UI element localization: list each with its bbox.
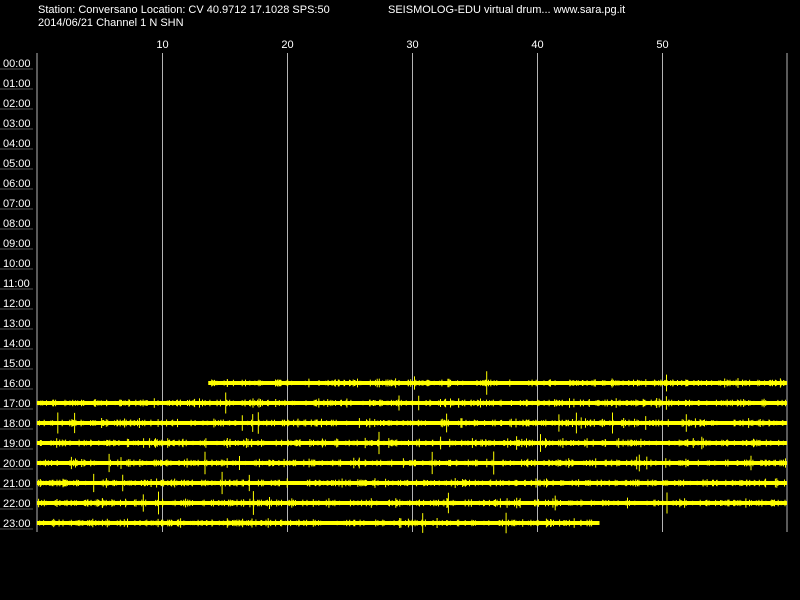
hour-label-0800: 08:00 [3,218,31,230]
trace-noise [38,431,784,455]
trace-band [37,501,787,505]
trace-noise [39,451,786,475]
minute-label-20: 20 [281,39,293,51]
hour-label-0100: 01:00 [3,78,31,90]
hour-label-1900: 19:00 [3,438,31,450]
hour-label-2000: 20:00 [3,458,31,470]
minute-label-40: 40 [531,39,543,51]
trace-noise [38,392,786,414]
hour-label-0600: 06:00 [3,178,31,190]
hour-axis-labels: 00:00 01:00 02:00 03:00 04:00 05:00 06:00 07:00… [0,58,33,530]
trace-noise [211,371,786,395]
minute-axis-labels: 10 20 30 40 50 [156,39,668,51]
trace-1600 [208,371,787,395]
trace-1800 [37,412,787,434]
seismic-traces [37,371,787,534]
trace-noise [38,491,786,515]
trace-2300 [37,512,600,534]
hour-label-1400: 14:00 [3,338,31,350]
date-channel-info: 2014/06/21 Channel 1 N SHN [38,17,184,29]
hour-label-1600: 16:00 [3,378,31,390]
trace-2000 [37,451,787,475]
hour-label-1200: 12:00 [3,298,31,310]
hour-label-2200: 22:00 [3,498,31,510]
trace-noise [38,471,785,495]
trace-band [37,441,787,445]
hour-label-0900: 09:00 [3,238,31,250]
trace-2100 [37,471,787,495]
hour-label-0000: 00:00 [3,58,31,70]
hour-label-1300: 13:00 [3,318,31,330]
hour-label-1500: 15:00 [3,358,31,370]
hour-label-1100: 11:00 [3,278,30,290]
hour-label-0500: 05:00 [3,158,31,170]
hour-label-0400: 04:00 [3,138,31,150]
station-info: Station: Conversano Location: CV 40.9712… [38,4,330,16]
trace-band [37,421,787,425]
trace-1900 [37,431,787,455]
hour-label-1800: 18:00 [3,418,31,430]
trace-noise [39,512,593,534]
hour-label-1700: 17:00 [3,398,31,410]
trace-noise [38,412,785,434]
trace-band [208,381,787,385]
hour-label-0700: 07:00 [3,198,31,210]
trace-band [37,481,787,485]
minute-label-50: 50 [656,39,668,51]
hour-label-0300: 03:00 [3,118,31,130]
minute-label-10: 10 [156,39,168,51]
hour-label-2300: 23:00 [3,518,31,530]
trace-1700 [37,392,787,414]
minute-grid [36,53,788,532]
app-title: SEISMOLOG-EDU virtual drum... www.sara.p… [388,4,626,16]
trace-2200 [37,491,787,515]
hour-label-2100: 21:00 [3,478,31,490]
hour-label-0200: 02:00 [3,98,31,110]
hour-label-1000: 10:00 [3,258,31,270]
minute-label-30: 30 [406,39,418,51]
